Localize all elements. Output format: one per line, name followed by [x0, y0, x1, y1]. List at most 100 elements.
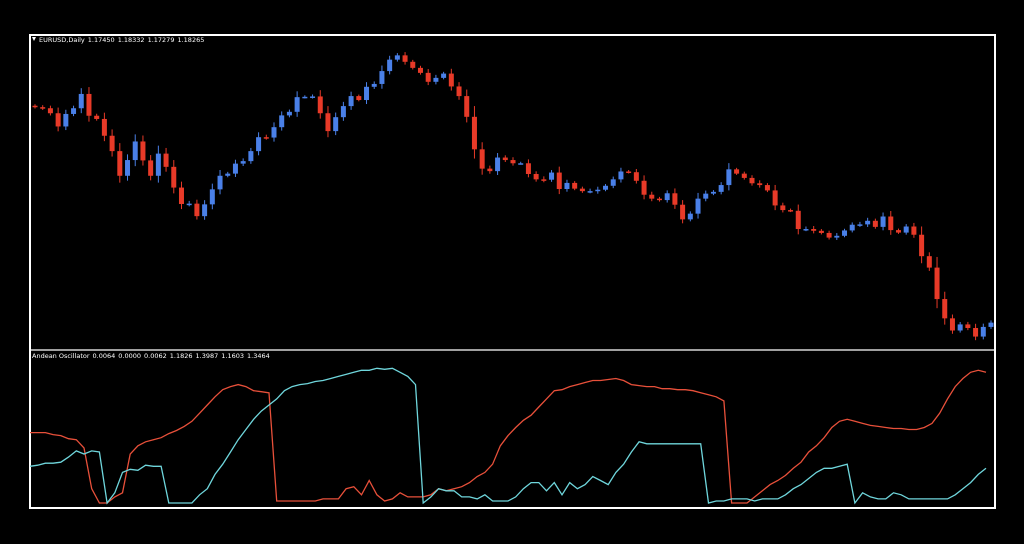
candle: [633, 169, 639, 184]
candle: [71, 105, 77, 117]
candle: [656, 196, 662, 202]
candle-body: [178, 187, 184, 205]
candle-body: [163, 153, 169, 167]
candle-body: [279, 115, 285, 128]
candle-body: [240, 161, 246, 164]
candle: [564, 179, 570, 192]
candle: [957, 322, 963, 333]
candle-body: [387, 59, 393, 72]
oscillator-bull-line: [29, 367, 987, 505]
candle-body: [618, 171, 624, 180]
ohlc-open: 1.17450: [87, 36, 115, 44]
candle-body: [533, 173, 539, 180]
candle-body: [109, 135, 115, 152]
candle-body: [973, 327, 979, 337]
collapse-triangle-icon[interactable]: [32, 37, 36, 41]
candle-body: [94, 115, 100, 119]
candle-body: [148, 160, 154, 176]
candle: [194, 199, 200, 220]
candle-body: [456, 86, 462, 97]
candle: [618, 167, 624, 183]
candle-body: [487, 168, 493, 172]
candle: [865, 217, 871, 227]
candle-body: [949, 318, 955, 331]
candle-body: [217, 175, 223, 190]
candle: [926, 252, 932, 271]
candle-body: [140, 141, 146, 161]
candle: [502, 155, 508, 162]
candle: [340, 101, 346, 121]
candle: [934, 256, 940, 309]
candle-body: [271, 127, 277, 138]
candle: [109, 129, 115, 157]
candle: [687, 211, 693, 222]
candle-body: [803, 229, 809, 231]
candle-body: [626, 171, 632, 173]
candle: [217, 169, 223, 195]
candle-body: [155, 153, 161, 176]
candle: [942, 291, 948, 325]
candle-body: [572, 182, 578, 189]
candle-body: [680, 204, 686, 220]
candle-body: [772, 190, 778, 206]
candle: [441, 71, 447, 80]
candle: [541, 176, 547, 183]
candle-body: [356, 96, 362, 101]
candle: [371, 81, 377, 89]
candle: [286, 109, 292, 118]
candle-body: [410, 61, 416, 68]
candle-body: [402, 55, 408, 62]
candle-body: [726, 169, 732, 186]
candle: [186, 200, 192, 207]
candle-body: [294, 97, 300, 112]
candle-body: [788, 210, 794, 212]
candle-body: [364, 86, 370, 101]
candle-body: [641, 180, 647, 195]
candle: [317, 90, 323, 119]
candle: [726, 163, 732, 191]
candle: [394, 53, 400, 62]
candle-body: [834, 235, 840, 238]
candle: [695, 192, 701, 219]
chart-frame: [29, 34, 996, 509]
candle-body: [448, 73, 454, 87]
candle: [63, 109, 69, 131]
candle-body: [880, 216, 886, 227]
candle: [587, 188, 593, 194]
candle: [263, 134, 269, 140]
candle: [78, 88, 84, 114]
candle: [479, 142, 485, 175]
candle-body: [942, 299, 948, 319]
candle: [379, 65, 385, 89]
candle: [425, 69, 431, 86]
candle: [225, 171, 231, 178]
candle-body: [302, 96, 308, 99]
oscillator-title: Andean Oscillator: [32, 352, 90, 360]
candle-body: [47, 108, 53, 114]
candle-body: [209, 189, 215, 205]
candle: [549, 170, 555, 182]
candle: [780, 202, 786, 213]
candle: [533, 171, 539, 182]
candle: [672, 188, 678, 209]
candle-body: [101, 118, 107, 136]
candle-body: [749, 177, 755, 184]
candle: [310, 94, 316, 99]
candle: [826, 230, 832, 240]
candle-body: [865, 220, 871, 225]
candle-body: [957, 324, 963, 331]
candle: [610, 176, 616, 189]
candle: [464, 89, 470, 123]
candle-body: [171, 166, 177, 188]
candle: [94, 113, 100, 121]
candle: [818, 229, 824, 235]
candle-body: [248, 151, 254, 162]
candle-body: [325, 113, 331, 132]
osc-value-6: 1.3464: [247, 352, 270, 360]
candle-body: [911, 226, 917, 235]
candle: [240, 158, 246, 166]
candle-body: [703, 193, 709, 199]
candle-body: [811, 229, 817, 231]
candle: [518, 161, 524, 165]
